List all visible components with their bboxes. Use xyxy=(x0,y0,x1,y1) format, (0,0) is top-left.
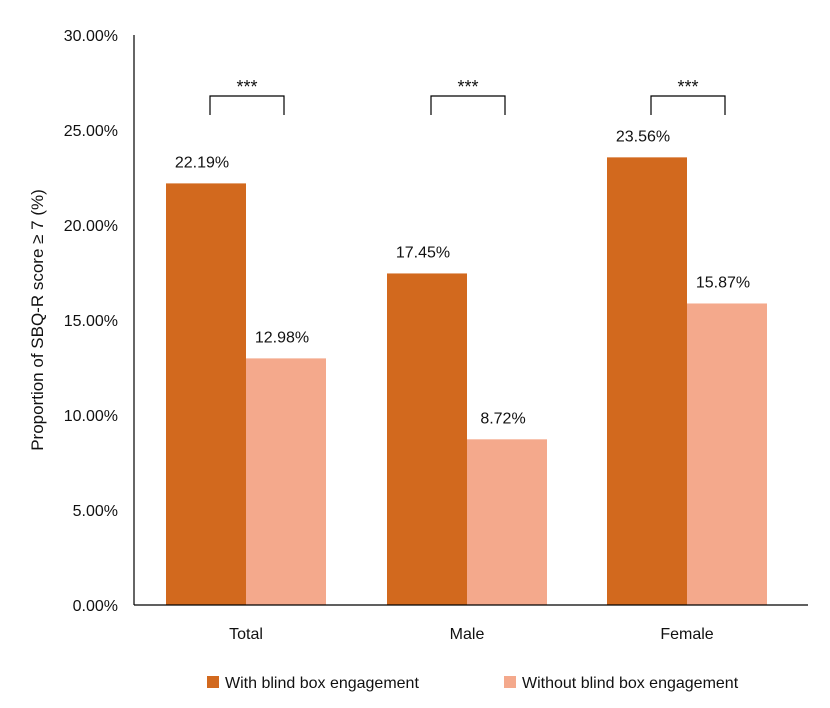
legend-label-without: Without blind box engagement xyxy=(522,675,739,692)
data-label: 12.98% xyxy=(255,329,309,346)
y-tick-label: 0.00% xyxy=(73,598,118,615)
significance-brackets: *** *** *** xyxy=(209,77,726,115)
data-label: 22.19% xyxy=(175,154,229,171)
y-tick-label: 30.00% xyxy=(64,28,118,45)
significance-bracket xyxy=(650,95,726,115)
x-tick-label: Total xyxy=(229,626,263,643)
bar-with-engagement xyxy=(607,157,687,606)
y-tick-label: 20.00% xyxy=(64,218,118,235)
bar-with-engagement xyxy=(387,273,467,605)
data-label: 15.87% xyxy=(696,274,750,291)
y-tick-label: 25.00% xyxy=(64,123,118,140)
significance-marker: *** xyxy=(236,77,257,97)
y-axis-title: Proportion of SBQ-R score ≥ 7 (%) xyxy=(28,189,47,451)
y-axis-ticks: 0.00% 5.00% 10.00% 15.00% 20.00% 25.00% 30.00% xyxy=(64,28,118,615)
significance-marker: *** xyxy=(457,77,478,97)
bar-with-engagement xyxy=(166,183,246,605)
bar-without-engagement xyxy=(467,439,547,605)
x-tick-label: Male xyxy=(450,626,485,643)
legend-swatch-without xyxy=(504,676,516,688)
data-labels-group: 22.19% 17.45% 23.56% 12.98% 8.72% 15.87% xyxy=(175,128,750,427)
y-tick-label: 15.00% xyxy=(64,313,118,330)
y-tick-label: 10.00% xyxy=(64,408,118,425)
data-label: 17.45% xyxy=(396,244,450,261)
legend: With blind box engagement Without blind b… xyxy=(207,675,739,692)
significance-bracket xyxy=(430,95,506,115)
bars-group xyxy=(166,157,767,606)
legend-swatch-with xyxy=(207,676,219,688)
legend-label-with: With blind box engagement xyxy=(225,675,419,692)
y-tick-label: 5.00% xyxy=(73,503,118,520)
data-label: 23.56% xyxy=(616,128,670,145)
bar-without-engagement xyxy=(687,303,767,605)
significance-marker: *** xyxy=(677,77,698,97)
significance-bracket xyxy=(209,95,285,115)
x-axis-labels: Total Male Female xyxy=(229,626,714,643)
x-tick-label: Female xyxy=(660,626,713,643)
bar-without-engagement xyxy=(246,358,326,605)
data-label: 8.72% xyxy=(480,410,525,427)
